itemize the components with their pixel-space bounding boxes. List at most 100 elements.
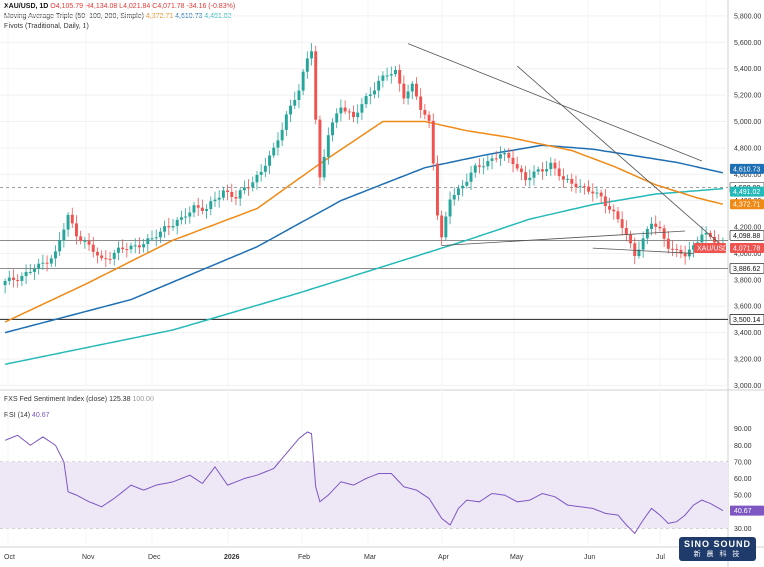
trendline	[516, 65, 719, 244]
price-tag-box	[729, 263, 764, 274]
price-tick-label: 4,600.00	[734, 172, 761, 179]
candle-body	[587, 186, 591, 192]
candle-body	[662, 228, 666, 239]
price-tick-label: 4,800.00	[734, 145, 761, 152]
rsi-label: RSI (14)	[4, 412, 31, 419]
ma-label: Moving Average Triple (50, 100, 200, Sim…	[4, 13, 144, 20]
candle-body	[532, 171, 536, 178]
candle-body	[536, 169, 540, 172]
price-tag-label: 4,372.71	[733, 202, 760, 209]
candle-body	[137, 245, 141, 248]
candle-body	[490, 158, 494, 161]
candle-body	[645, 228, 649, 239]
price-tag-label: 3,500.14	[733, 317, 760, 324]
price-axis[interactable]: 3,000.00 3,200.00 3,400.00 3,600.00 3,800.00…	[734, 13, 761, 389]
candle-body	[675, 248, 679, 250]
candle-body	[545, 169, 549, 172]
candle-body	[519, 168, 523, 173]
candle-body	[658, 226, 662, 229]
candle-body	[456, 188, 460, 195]
candle-body	[415, 83, 418, 97]
rsi-tick-label: 50.00	[734, 493, 752, 500]
price-tick-label: 5,200.00	[734, 93, 761, 100]
ma100-value: 4,610.73	[175, 13, 203, 20]
candle-body	[133, 245, 137, 247]
candle-body	[100, 255, 104, 259]
fxs-value-1: 125.38	[109, 396, 131, 403]
ma50-line	[4, 120, 724, 323]
candle-body	[167, 226, 171, 228]
candle-body	[251, 182, 255, 188]
candle-body	[692, 245, 695, 250]
candle-body	[364, 96, 368, 105]
candle-body	[498, 154, 502, 159]
price-tag-label: 4,071.78	[733, 245, 760, 252]
time-tick-label: Jun	[584, 554, 595, 561]
candle-body	[444, 216, 448, 238]
horizontal-levels	[0, 187, 728, 320]
time-axis[interactable]: OctNovDec2026FebMarAprMayJunJul16	[4, 554, 710, 561]
candle-body	[205, 209, 209, 211]
time-tick-label: Oct	[4, 554, 15, 561]
candle-body	[3, 280, 7, 286]
candle-body	[192, 205, 196, 213]
candle-body	[654, 223, 658, 227]
legend-pivots-row: Pivots (Traditional, Daily, 1)	[4, 23, 89, 30]
ma50-value: 4,372.71	[145, 13, 174, 20]
candle-body	[74, 223, 78, 237]
ohlc-values: O4,105.79 H4,134.08 L4,021.84 C4,071.78 …	[50, 3, 236, 10]
candle-body	[473, 165, 477, 173]
symbol-label: XAU/USD, 1D	[4, 3, 49, 10]
candle-body	[95, 251, 99, 256]
candle-body	[238, 190, 242, 199]
price-tag-label: 4,098.88	[733, 233, 760, 240]
rsi-tick-label: 70.00	[734, 459, 752, 466]
candle-body	[79, 236, 83, 241]
rsi-value: 40.67	[32, 412, 50, 419]
candle-body	[209, 201, 213, 210]
candle-body	[125, 249, 129, 251]
candle-body	[603, 196, 607, 206]
time-tick-label: Apr	[438, 554, 450, 561]
candle-body	[435, 163, 439, 216]
candle-body	[24, 272, 28, 277]
candle-body	[448, 199, 452, 217]
candle-body	[150, 238, 154, 240]
candle-body	[440, 215, 444, 238]
candle-body	[112, 252, 116, 259]
candle-body	[515, 164, 519, 169]
candle-body	[326, 135, 330, 157]
candle-body	[566, 178, 570, 180]
price-tag-box	[729, 314, 764, 325]
candle-body	[242, 187, 246, 191]
candle-body	[398, 69, 402, 84]
candle-body	[272, 147, 276, 156]
candle-body	[188, 212, 192, 217]
candle-body	[427, 114, 431, 121]
candle-body	[83, 240, 87, 242]
candle-body	[465, 181, 469, 186]
candle-body	[637, 249, 641, 257]
candle-body	[423, 109, 427, 115]
candle-body	[595, 192, 599, 194]
candle-body	[494, 158, 498, 160]
candle-body	[503, 153, 507, 155]
candle-body	[121, 247, 125, 250]
candle-body	[200, 207, 204, 211]
legend-rsi-row: RSI (14) 40.67	[4, 412, 50, 419]
price-tick-label: 3,000.00	[734, 383, 761, 390]
price-tick-label: 5,000.00	[734, 119, 761, 126]
candle-body	[553, 162, 557, 169]
rsi-tick-label: 90.00	[734, 426, 752, 433]
price-tick-label: 5,800.00	[734, 13, 761, 20]
candle-body	[108, 258, 112, 260]
candle-body	[259, 171, 263, 175]
candle-body	[385, 75, 389, 77]
candle-body	[608, 205, 612, 210]
time-tick-label: Dec	[148, 554, 161, 561]
time-tick-label: Feb	[298, 554, 310, 561]
candle-body	[368, 94, 372, 97]
candle-body	[129, 245, 133, 250]
price-tag-box	[729, 230, 764, 241]
